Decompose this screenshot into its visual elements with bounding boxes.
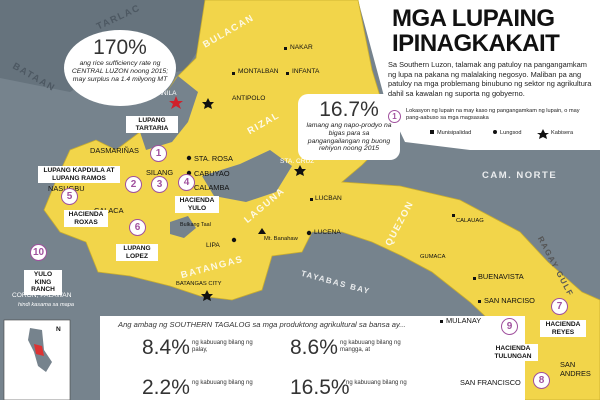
place-label: CABUYAO	[194, 169, 230, 178]
place-label: Bulkang Taal	[180, 222, 211, 228]
site-number: 10	[30, 244, 47, 261]
place-label: BATANGAS CITY	[176, 281, 222, 287]
site-number: 4	[178, 174, 195, 191]
place-label: MULANAY	[446, 316, 482, 325]
legend-marker: 1	[388, 110, 401, 123]
site-number: 8	[533, 372, 550, 389]
place-label: LUCBAN	[315, 195, 342, 202]
contribution-value: 16.5%	[290, 376, 350, 399]
place-label: GUMACA	[420, 254, 446, 260]
site-number: 9	[501, 318, 518, 335]
inset-note: hindi kasama sa mapa	[18, 302, 74, 308]
legend-symbol: Munisipalidad	[437, 130, 472, 136]
place-label: BUENAVISTA	[478, 272, 524, 281]
contribution-text: ng kabuuang bilang ng palay,	[192, 340, 253, 353]
place-label: Mt. Banahaw	[264, 236, 298, 242]
place-label: SAN ANDRES	[560, 360, 591, 378]
place-label: ANTIPOLO	[232, 95, 266, 102]
callout: 16.7% lamang ang napo-prodyo na bigas pa…	[302, 98, 396, 153]
site-label: LUPANG LOPEZ	[116, 244, 158, 261]
place-label: MANILA	[152, 90, 177, 97]
callout-bubble	[64, 30, 176, 106]
site-label: HACIENDA TULUNGAN	[488, 344, 538, 361]
site-number: 5	[61, 188, 78, 205]
contribution-value: 8.6%	[290, 336, 338, 359]
capital-star	[169, 96, 183, 109]
contribution-text: ng kabuuang bilang ng	[346, 380, 407, 386]
site-number: 7	[551, 298, 568, 315]
inset-highlight	[34, 344, 44, 356]
place-label: DASMARIÑAS	[90, 146, 139, 155]
site-label: HACIENDA ROXAS	[64, 210, 108, 227]
site-number: 6	[129, 219, 146, 236]
place-label: CALAMBA	[194, 183, 230, 192]
callout-value: 16.7%	[319, 98, 379, 121]
legend-symbol: Kabisera	[551, 130, 574, 136]
site-number: 3	[151, 176, 168, 193]
place-label: STA. CRUZ	[280, 158, 315, 165]
laguna-lake	[202, 150, 292, 202]
contribution-text: ng kabuuang bilang ng mangga, at	[340, 340, 401, 353]
place-label: STA. ROSA	[194, 154, 233, 163]
site-label: LUPANG KAPDULA AT LUPANG RAMOS	[38, 166, 120, 183]
site-label: LUPANG TARTARIA	[126, 116, 178, 133]
site-label: HACIENDA REYES	[540, 320, 586, 337]
site-label: YULO KING RANCH	[24, 270, 62, 295]
bottom-panel	[100, 316, 525, 400]
place-label: LIPA	[206, 242, 220, 249]
site-number: 1	[150, 145, 167, 162]
place-label: INFANTA	[292, 68, 320, 75]
place-label: NAKAR	[290, 44, 313, 51]
contribution-heading: Ang ambag ng SOUTHERN TAGALOG sa mga pro…	[118, 320, 406, 329]
site-label: HACIENDA YULO	[175, 196, 219, 213]
contribution-value: 8.4%	[142, 336, 190, 359]
callout-box	[298, 94, 400, 160]
legend-text: Lokasyon ng lupain na may kaso ng pangan…	[406, 108, 580, 121]
page-background	[358, 0, 600, 150]
place-label: CALACA	[94, 206, 124, 215]
callout-text: lamang ang napo-prodyo na bigas para sa …	[306, 122, 392, 153]
place-label: SILANG	[146, 168, 174, 177]
callout: 170% ang rice sufficiency rate ng CENTRA…	[70, 36, 170, 83]
place-label: SAN FRANCISCO	[460, 378, 521, 387]
callout-text: ang rice sufficiency rate ng CENTRAL LUZ…	[71, 60, 169, 83]
contribution-text: ng kabuuang bilang ng	[192, 380, 253, 386]
compass: N	[56, 326, 61, 333]
place-label: CALAUAG	[456, 218, 484, 224]
callout-value: 170%	[93, 36, 147, 59]
inset-place: CORON, PALAWAN	[12, 292, 72, 299]
site-number: 2	[125, 176, 142, 193]
place-label: LUCENA	[314, 229, 341, 236]
region-label: CAM. NORTE	[482, 170, 558, 181]
contribution-value: 2.2%	[142, 376, 190, 399]
legend-symbol: Lungsod	[500, 130, 522, 136]
intro-text: Sa Southern Luzon, talamak ang patuloy n…	[388, 60, 592, 98]
place-label: MONTALBAN	[238, 68, 279, 75]
taal-lake	[170, 216, 196, 238]
title: MGA LUPAING IPINAGKAKAIT	[392, 5, 560, 57]
place-label: SAN NARCISO	[484, 296, 535, 305]
